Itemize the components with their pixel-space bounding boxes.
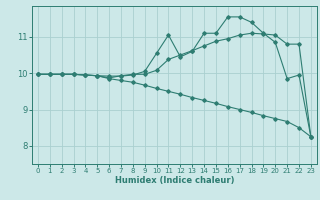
X-axis label: Humidex (Indice chaleur): Humidex (Indice chaleur) bbox=[115, 176, 234, 185]
